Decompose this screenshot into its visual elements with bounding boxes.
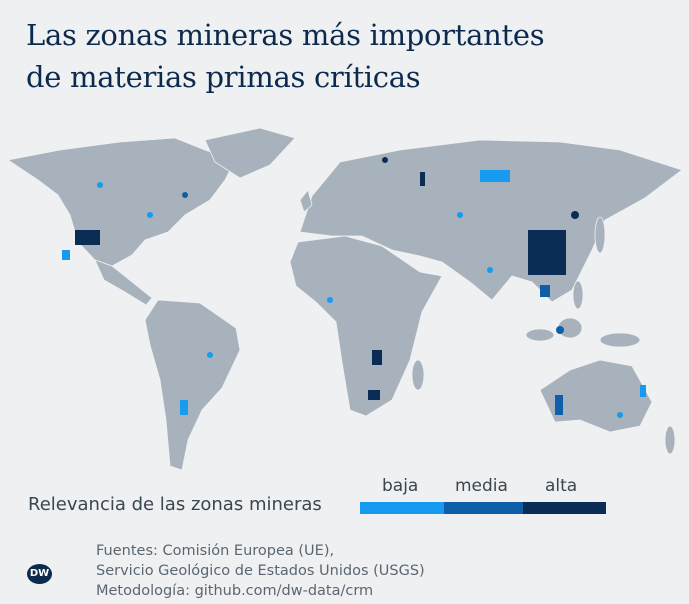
greenland [204,127,296,179]
zone-media [540,285,550,297]
new-zealand [664,425,676,455]
zone-alta [528,230,566,275]
japan [594,216,606,254]
legend-label-media: media [455,476,508,496]
australia [539,359,653,433]
zone-media [555,395,563,415]
north-america [6,137,236,267]
zone-baja [617,412,623,418]
zone-baja [97,182,103,188]
uk [299,189,313,213]
page-title: Las zonas mineras más importantes de mat… [26,14,545,98]
zone-alta [420,172,425,186]
indonesia-1 [525,328,555,342]
zone-baja [180,400,188,415]
zone-baja [556,326,564,334]
world-map [6,127,683,471]
zone-alta [372,350,382,365]
eurasia [299,139,683,303]
zone-baja [382,157,388,163]
zone-baja [147,212,153,218]
legend-bar-media [444,502,523,514]
legend-title: Relevancia de las zonas mineras [28,494,322,515]
methodology-line: Metodología: github.com/dw-data/crm [96,583,374,599]
zone-baja [571,211,579,219]
mining-zones [62,157,646,418]
africa [289,235,443,417]
zone-alta [368,390,380,400]
title-line-1: Las zonas mineras más importantes [26,18,545,52]
zone-baja [480,170,510,182]
central-america [94,259,153,306]
zone-baja [640,385,646,397]
zone-baja [457,212,463,218]
zone-baja [487,267,493,273]
zone-baja [182,192,188,198]
new-guinea [599,332,641,348]
south-america [144,299,241,471]
zone-baja [62,250,70,260]
dw-logo: DW [27,564,52,584]
legend-bar-baja [360,502,444,514]
sources-line-1: Fuentes: Comisión Europea (UE), [96,543,335,559]
legend-label-alta: alta [545,476,578,496]
legend-label-baja: baja [382,476,419,496]
zone-baja [207,352,213,358]
title-line-2: de materias primas críticas [26,60,421,94]
zone-baja [327,297,333,303]
legend-bar-alta [523,502,606,514]
philippines [572,280,584,310]
sources-line-2: Servicio Geológico de Estados Unidos (US… [96,563,425,579]
madagascar [411,359,425,391]
zone-alta [75,230,100,245]
